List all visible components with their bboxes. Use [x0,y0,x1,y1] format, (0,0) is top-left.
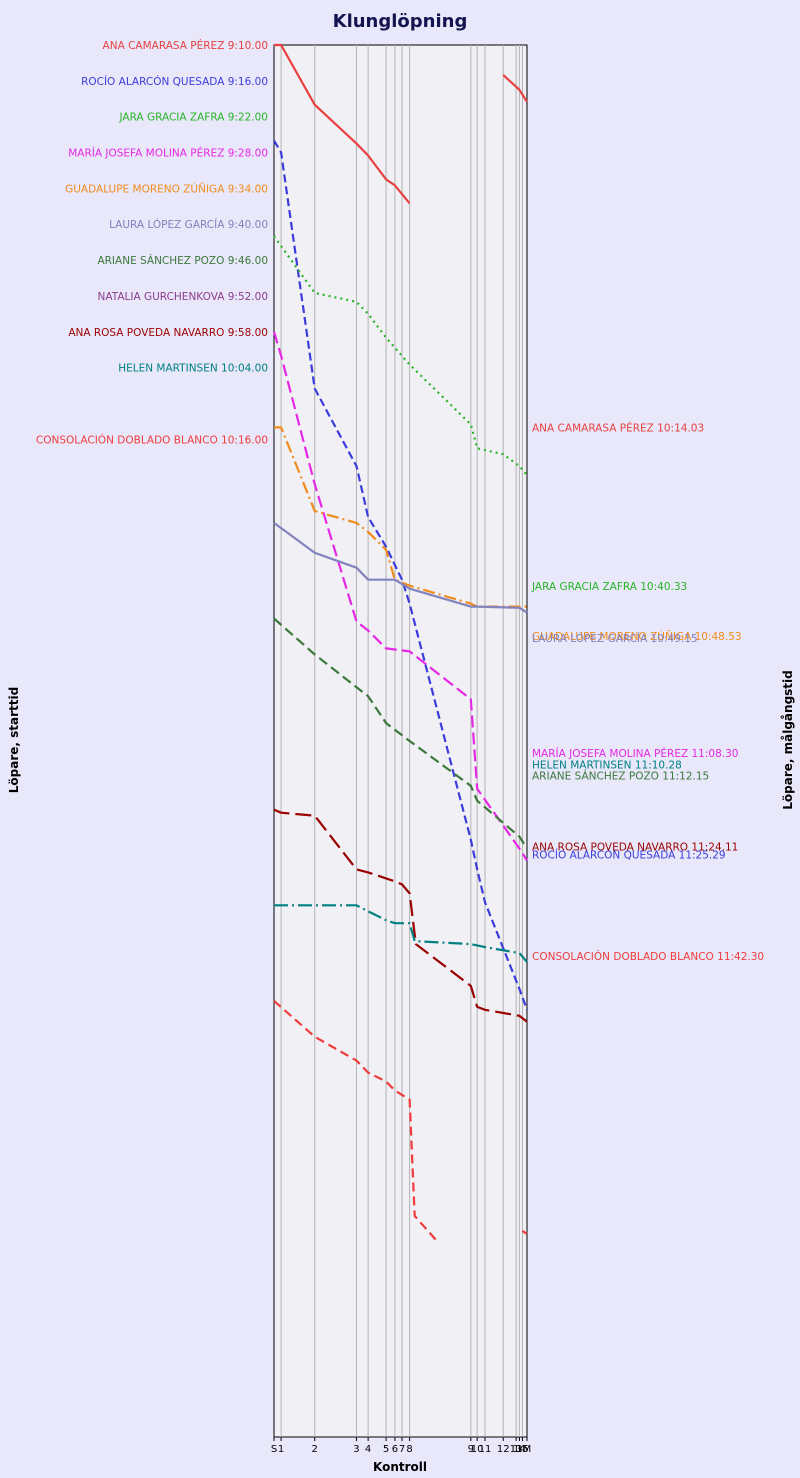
x-tick-label: 10 [471,1444,484,1455]
finish-label: GUADALUPE MORENO ZÚÑIGA 10:48.53 [532,630,742,643]
start-label: JARA GRACIA ZAFRA 9:22.00 [118,112,268,124]
x-tick-label: 5 [383,1444,389,1455]
finish-label: ANA ROSA POVEDA NAVARRO 11:24.11 [532,842,738,854]
finish-label: JARA GRACIA ZAFRA 10:40.33 [531,581,687,593]
finish-label: ROCÍO ALARCÓN QUESADA 11:25.29 [532,849,726,862]
runner-line [273,1000,437,1241]
runner-line [521,1229,528,1235]
runner-line [273,808,528,1023]
finish-label: MARÍA JOSEFA MOLINA PÉREZ 11:08.30 [532,747,738,760]
x-tick-label: 8 [406,1444,412,1455]
finish-label: ANA CAMARASA PÉREZ 10:14.03 [532,422,704,435]
chart-title: Klunglöpning [333,11,468,32]
x-tick-label: 13 [510,1444,523,1455]
finish-label: LAURA LÓPEZ GARCÍA 10:49.15 [532,632,698,645]
x-axis-title: Kontroll [373,1460,427,1474]
start-label: ROCÍO ALARCÓN QUESADA 9:16.00 [81,75,268,88]
x-tick-label: 11 [479,1444,492,1455]
start-label: ARIANE SÁNCHEZ POZO 9:46.00 [97,254,268,267]
x-tick-label: 15 [516,1444,529,1455]
x-tick-label: 2 [312,1444,318,1455]
x-tick-label: 4 [365,1444,371,1455]
runner-line [274,904,528,963]
runner-line [274,43,411,204]
start-label: CONSOLACIÓN DOBLADO BLANCO 10:16.00 [36,433,268,446]
start-label: NATALIA GURCHENKOVA 9:52.00 [98,291,268,303]
start-labels: ANA CAMARASA PÉREZ 9:10.00 ROCÍO ALARCÓN … [36,39,268,446]
runner-lines [272,43,529,1241]
x-tick-label: M [523,1444,532,1455]
start-label: LAURA LÓPEZ GARCÍA 9:40.00 [109,218,268,231]
finish-label: HELEN MARTINSEN 11:10.28 [532,760,682,772]
control-grid-lines [280,45,523,1437]
x-tick-label: 3 [353,1444,359,1455]
x-tick-label: 14 [513,1444,526,1455]
start-label: ANA CAMARASA PÉREZ 9:10.00 [103,39,268,52]
x-tick-label: S [271,1444,277,1455]
y-axis-title-left: Löpare, starttid [7,687,21,793]
start-label: ANA ROSA POVEDA NAVARRO 9:58.00 [68,327,268,339]
x-tick-label: 9 [468,1444,474,1455]
finish-label: CONSOLACIÓN DOBLADO BLANCO 11:42.30 [532,950,764,963]
y-axis-title-right: Löpare, målgångstid [781,670,795,810]
runner-line [272,331,528,862]
start-label: HELEN MARTINSEN 10:04.00 [118,363,268,375]
start-label: GUADALUPE MORENO ZÚÑIGA 9:34.00 [65,182,268,195]
x-tick-label: 1 [278,1444,284,1455]
runner-line [273,617,528,850]
x-tick-label: 12 [497,1444,510,1455]
runner-line [502,74,528,103]
runner-line [273,522,528,614]
plot-area [273,44,528,1438]
runner-line [274,426,527,608]
runner-line [273,140,529,1011]
x-tick-label: 6 [392,1444,398,1455]
x-tick-label: 7 [399,1444,405,1455]
start-label: MARÍA JOSEFA MOLINA PÉREZ 9:28.00 [68,147,268,160]
finish-label: ARIANE SÁNCHEZ POZO 11:12.15 [532,769,709,782]
finish-labels: ANA CAMARASA PÉREZ 10:14.03 ROCÍO ALARCÓN… [531,422,764,963]
